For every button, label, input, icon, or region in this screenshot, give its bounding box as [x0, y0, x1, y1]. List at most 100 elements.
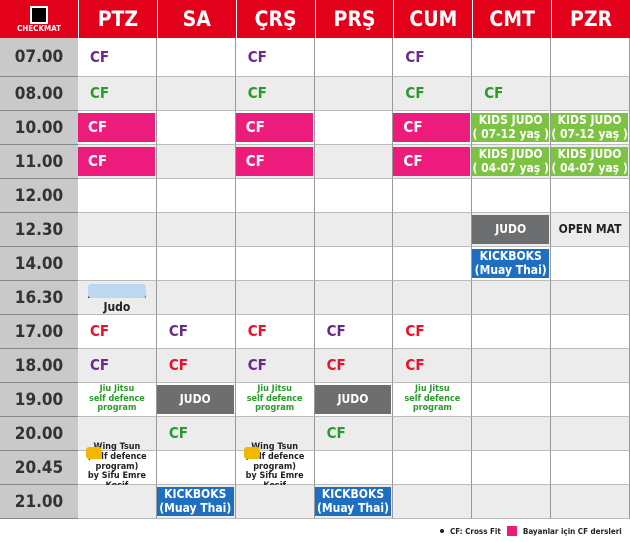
session-text: Jiu Jitsu [415, 383, 450, 394]
day-header: CMT [472, 0, 552, 38]
session: CF [317, 349, 391, 382]
session: CF [159, 349, 233, 382]
session-text: program [412, 403, 452, 414]
session-text: JUDO [179, 391, 211, 406]
session: KIDS JUDO( 04-07 yaş ) [551, 147, 628, 176]
cell [235, 417, 315, 451]
session-text: (Muay Thai) [474, 262, 547, 277]
cell [156, 38, 236, 77]
time-label: 20.00 [0, 417, 78, 451]
cell [156, 451, 236, 485]
cell [551, 417, 630, 451]
session: CF [78, 113, 155, 142]
wingtsun-logo [86, 447, 102, 459]
session: CF [393, 113, 471, 142]
cell: CF [235, 145, 315, 179]
time-label: 11.00 [0, 145, 78, 179]
time-label: 14.00 [0, 247, 78, 281]
cell [156, 213, 236, 247]
cell: CF [235, 38, 315, 77]
cell [314, 247, 394, 281]
session-text: CF [326, 356, 346, 375]
cell [393, 451, 473, 485]
cell [314, 77, 394, 111]
session-text: self defence [246, 393, 303, 404]
time-label: 18.00 [0, 349, 78, 383]
session-text: CF [403, 152, 423, 171]
cell [551, 38, 630, 77]
time-label: 07.00 [0, 38, 78, 77]
cell: CF [78, 145, 157, 179]
session-text: CF [245, 152, 265, 171]
legend: CF: Cross Fit Bayanlar için CF dersleri [440, 522, 630, 540]
session-text: CF [326, 322, 346, 341]
time-label: 16.30 [0, 281, 78, 315]
session-text: CF [88, 152, 108, 171]
legend-text: Bayanlar için CF dersleri [522, 526, 622, 536]
session: CF [238, 349, 312, 382]
session-text: CF [405, 356, 425, 375]
session: CF [317, 315, 391, 348]
cell [314, 213, 394, 247]
cell [156, 247, 236, 281]
session-text: Wing Tsun [93, 441, 141, 452]
day-header: SA [156, 0, 236, 38]
cell: JUDO [472, 213, 552, 247]
session-text: CF [247, 356, 267, 375]
session-text: CF [484, 84, 504, 103]
session-text: KIDS JUDO [478, 147, 543, 162]
session-text: CF [247, 47, 267, 66]
session-text: OPEN MAT [558, 221, 622, 236]
session-text: (self defence program) [244, 451, 305, 472]
session: CF [238, 38, 312, 76]
session-text: self defence [404, 393, 461, 404]
cell [78, 247, 157, 281]
day-header: PZR [551, 0, 630, 38]
time-label: 19.00 [0, 383, 78, 417]
session: CF [474, 77, 548, 110]
cell: CF [78, 349, 157, 383]
time-label: 12.00 [0, 179, 78, 213]
legend-text: CF: Cross Fit [450, 526, 501, 536]
cell [472, 451, 552, 485]
cell [314, 145, 394, 179]
session-text: CF [168, 322, 188, 341]
enka-logo [88, 284, 146, 298]
session-text: JUDO [495, 221, 527, 236]
day-header: ÇRŞ [235, 0, 315, 38]
cell: CF [235, 315, 315, 349]
cell: CF [314, 417, 394, 451]
session-text: CF [168, 356, 188, 375]
cell: JUDO [156, 383, 236, 417]
time-label: 08.00 [0, 77, 78, 111]
session-text: CF [90, 47, 110, 66]
session: CF [238, 315, 312, 348]
session: KIDS JUDO( 07-12 yaş ) [551, 113, 628, 142]
cell: KIDS JUDO( 07-12 yaş ) [551, 111, 630, 145]
session-text: KIDS JUDO [557, 147, 622, 162]
cell [551, 281, 630, 315]
legend-swatch [506, 526, 517, 536]
session: CF [235, 113, 313, 142]
cell: CF [156, 417, 236, 451]
cell [314, 451, 394, 485]
session-text: CF [403, 118, 423, 137]
session: Jiu Jitsu self defence program [238, 383, 312, 416]
session-text: Jiu Jitsu [99, 383, 135, 394]
cell: CF [314, 315, 394, 349]
session: CF [78, 147, 155, 176]
session-text: (Muay Thai) [316, 500, 389, 515]
cell [551, 349, 630, 383]
cell [235, 485, 315, 519]
cell [551, 247, 630, 281]
cell: CF [78, 38, 157, 77]
cell [393, 485, 473, 519]
logo: CHECKMAT [0, 0, 78, 38]
session: CF [395, 38, 469, 76]
cell [314, 111, 394, 145]
session-text: JUDO [337, 391, 369, 406]
session: KIDS JUDO( 07-12 yaş ) [472, 113, 550, 142]
cell [472, 417, 552, 451]
cell [472, 281, 552, 315]
